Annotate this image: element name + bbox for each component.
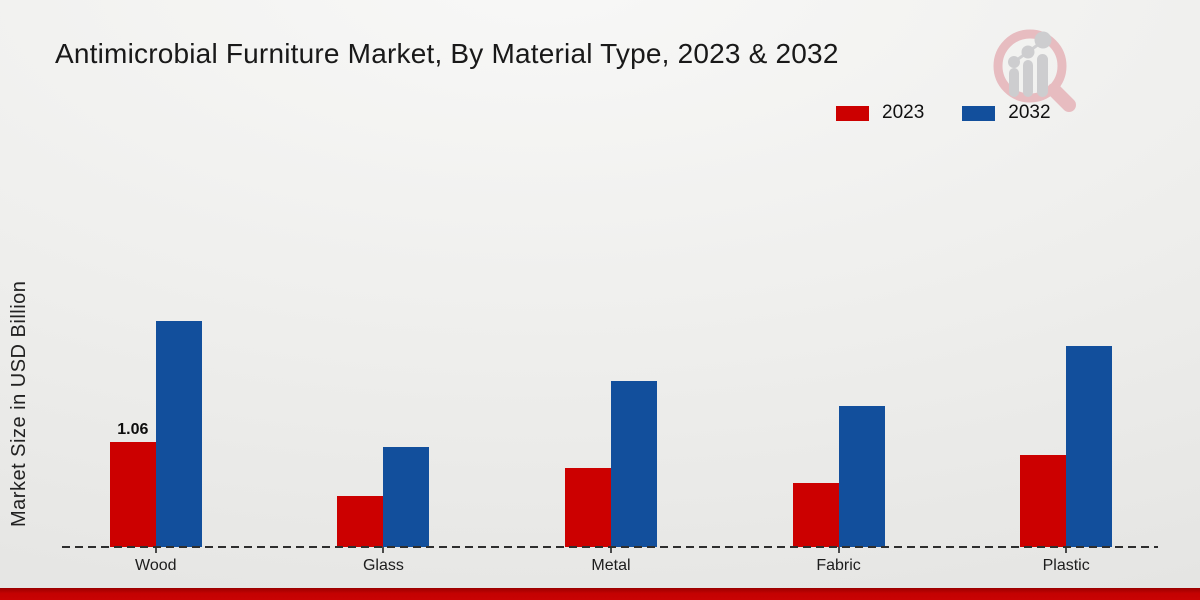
legend-label-2032: 2032 [1008,102,1051,123]
bar-2023-fabric [792,483,839,547]
category-label-fabric: Fabric [816,557,861,574]
x-axis-tick [609,547,612,553]
x-axis-tick [1065,547,1068,553]
category-label-glass: Glass [362,557,404,574]
legend-swatch-2023 [836,105,869,121]
bar-group-wood: 1.06 Wood [42,287,270,574]
bar-2032-fabric [838,406,885,547]
legend-item-2023: 2023 [836,102,924,124]
bar-group-plastic: Plastic [952,287,1180,574]
category-label-metal: Metal [591,557,631,574]
category-label-plastic: Plastic [1042,557,1090,574]
x-axis-tick [382,547,385,553]
x-axis-line [62,546,1158,548]
bar-group-fabric: Fabric [725,287,953,574]
bar-2032-glass [383,447,430,547]
legend: 2023 2032 [836,102,1051,124]
x-axis-tick [154,547,157,553]
y-axis-label: Market Size in USD Billion [8,280,30,527]
bar-2032-wood [155,321,202,547]
bar-2023-plastic [1020,455,1067,547]
plot-area: 1.06 Wood Glass Metal Fabric Plastic [42,287,1180,574]
x-axis-tick [837,547,840,553]
category-label-wood: Wood [135,557,177,574]
bar-2023-wood: 1.06 [109,421,156,547]
magnifier-bar-chart-logo-icon [993,29,1076,112]
bar-2023-metal [564,468,611,547]
bottom-accent-bar [0,588,1200,600]
bar-2032-plastic [1066,346,1113,547]
legend-item-2032: 2032 [962,102,1051,124]
legend-label-2023: 2023 [882,102,925,123]
chart-title: Antimicrobial Furniture Market, By Mater… [55,38,839,69]
bar-2032-metal [610,381,657,547]
legend-swatch-2032 [962,105,996,121]
bar-group-glass: Glass [270,287,498,574]
bar-value-label: 1.06 [117,421,149,438]
bar-group-metal: Metal [497,287,725,574]
bar-2023-glass [337,496,384,547]
